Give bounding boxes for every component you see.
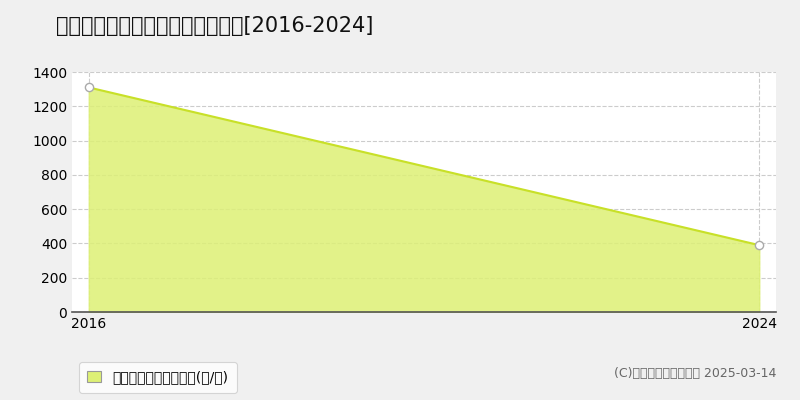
Legend: 林地価格　平均坤単価(円/坤): 林地価格 平均坤単価(円/坤) bbox=[79, 362, 237, 393]
Text: 東伯郡北栄町亀谷　林地価格推移[2016-2024]: 東伯郡北栄町亀谷 林地価格推移[2016-2024] bbox=[56, 16, 374, 36]
Text: (C)土地価格ドットコム 2025-03-14: (C)土地価格ドットコム 2025-03-14 bbox=[614, 367, 776, 380]
Point bbox=[753, 242, 766, 248]
Point bbox=[82, 84, 95, 91]
